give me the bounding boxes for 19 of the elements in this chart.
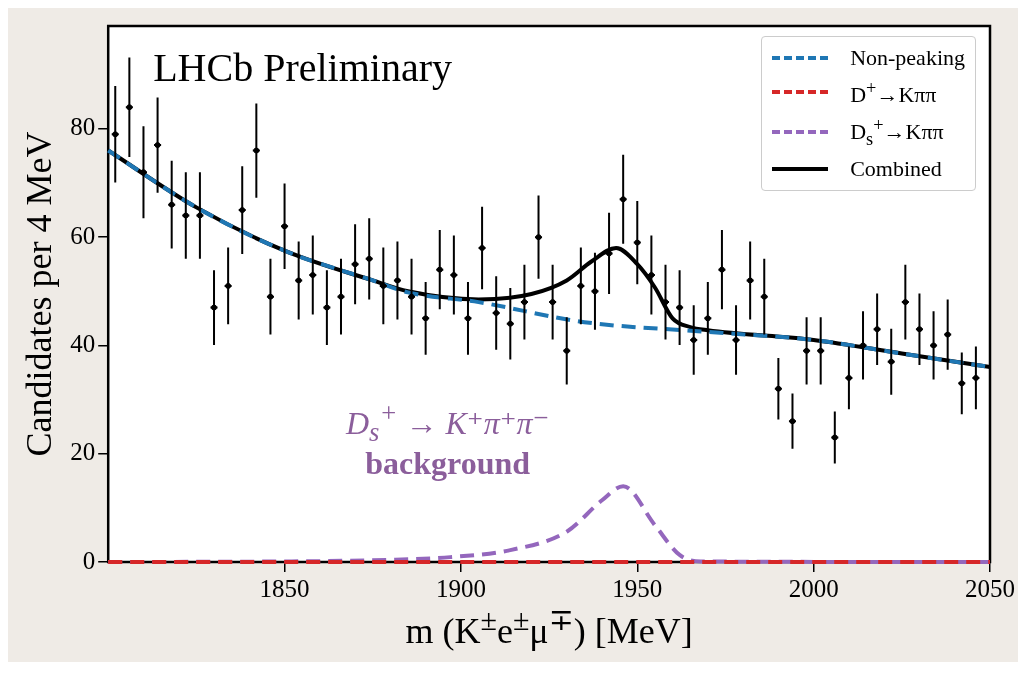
x-tick-label: 2050	[965, 574, 1015, 602]
x-axis-title: m (K$^{±}$e$^{±}$μ$^{∓}$) [MeV]	[404, 602, 694, 652]
x-tick-label: 1950	[612, 574, 663, 602]
y-tick-label: 40	[70, 330, 96, 357]
x-tick-label: 1900	[435, 574, 486, 602]
legend-label: D$^{+}$→Kππ	[850, 77, 937, 110]
y-tick-label: 20	[70, 438, 96, 466]
legend-label: Combined	[850, 155, 942, 184]
y-tick-label: 80	[70, 113, 96, 141]
annotation: LHCb Preliminary	[153, 44, 453, 91]
legend-label: D$_{s}$$^{+}$→Kππ	[850, 114, 944, 152]
annotation: D$_{s}$$^{+}$ → K⁺π⁺π⁻	[345, 397, 550, 447]
x-tick-label: 2000	[788, 574, 839, 602]
y-axis-title: Candidates per 4 MeV	[19, 131, 60, 457]
y-tick-label: 60	[70, 221, 96, 249]
x-tick-label: 1850	[259, 574, 310, 602]
annotation: background	[365, 444, 531, 482]
y-tick-label: 0	[82, 546, 96, 574]
legend-label: Non-peaking	[850, 44, 965, 72]
